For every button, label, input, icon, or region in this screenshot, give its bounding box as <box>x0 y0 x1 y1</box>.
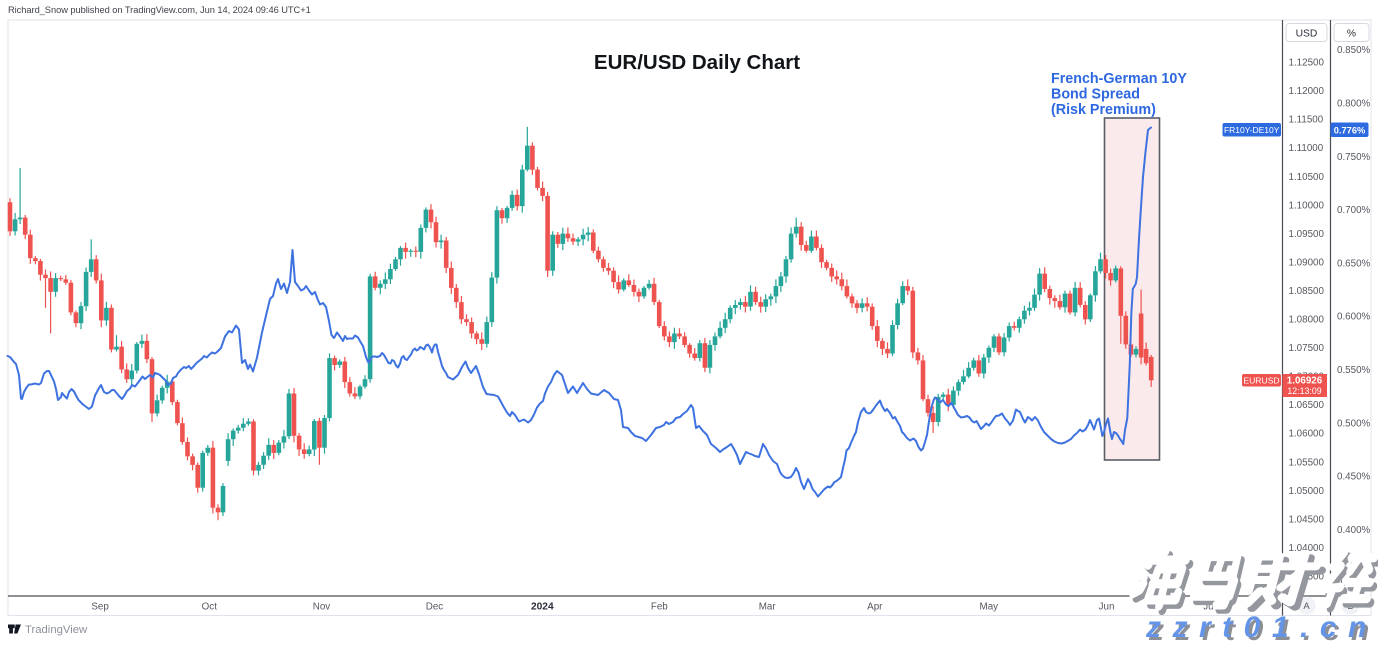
svg-text:%: % <box>1347 29 1356 40</box>
svg-text:Mar: Mar <box>759 602 777 613</box>
svg-text:1.09000: 1.09000 <box>1289 257 1325 268</box>
svg-text:French-German 10Y: French-German 10Y <box>1051 71 1187 87</box>
svg-text:1.09500: 1.09500 <box>1289 229 1325 240</box>
svg-text:0.550%: 0.550% <box>1337 365 1371 376</box>
svg-text:1.08500: 1.08500 <box>1289 286 1325 297</box>
svg-text:Bond Spread: Bond Spread <box>1051 87 1140 103</box>
svg-text:zzrt01.cn: zzrt01.cn <box>1148 614 1378 643</box>
svg-text:2024: 2024 <box>531 602 554 613</box>
svg-text:12:13:09: 12:13:09 <box>1287 386 1321 396</box>
svg-text:0.750%: 0.750% <box>1337 152 1371 163</box>
svg-text:Apr: Apr <box>867 602 883 613</box>
svg-text:1.06500: 1.06500 <box>1289 400 1325 411</box>
svg-text:0.400%: 0.400% <box>1337 525 1371 536</box>
svg-text:0.850%: 0.850% <box>1337 45 1371 56</box>
svg-text:0.776%: 0.776% <box>1334 125 1366 135</box>
svg-text:1.11000: 1.11000 <box>1289 143 1324 154</box>
svg-text:1.04500: 1.04500 <box>1289 514 1325 525</box>
svg-text:Feb: Feb <box>651 602 668 613</box>
svg-text:zzrt01.cn: zzrt01.cn <box>1145 611 1378 643</box>
svg-text:0.500%: 0.500% <box>1337 418 1371 429</box>
svg-text:1.11500: 1.11500 <box>1289 115 1324 126</box>
svg-text:EUR/USD Daily Chart: EUR/USD Daily Chart <box>594 51 800 74</box>
svg-text:1.06000: 1.06000 <box>1289 429 1325 440</box>
svg-text:(Risk Premium): (Risk Premium) <box>1051 102 1156 118</box>
svg-text:0.600%: 0.600% <box>1337 312 1371 323</box>
svg-text:TradingView: TradingView <box>25 624 88 636</box>
svg-text:1.06926: 1.06926 <box>1287 376 1323 387</box>
svg-text:0.800%: 0.800% <box>1337 99 1371 110</box>
svg-text:Dec: Dec <box>426 602 444 613</box>
svg-text:FR10Y-DE10Y: FR10Y-DE10Y <box>1224 125 1280 135</box>
svg-text:1.05500: 1.05500 <box>1289 457 1325 468</box>
svg-text:Jun: Jun <box>1099 602 1115 613</box>
svg-text:1.08000: 1.08000 <box>1289 315 1325 326</box>
svg-text:USD: USD <box>1296 29 1318 40</box>
svg-text:Richard_Snow published on Trad: Richard_Snow published on TradingView.co… <box>8 5 311 15</box>
svg-text:May: May <box>980 602 999 613</box>
svg-text:1.04000: 1.04000 <box>1289 543 1325 554</box>
svg-text:Jul: Jul <box>1203 602 1216 613</box>
svg-text:Oct: Oct <box>202 602 218 613</box>
svg-text:1.12500: 1.12500 <box>1289 58 1325 69</box>
svg-text:1.07500: 1.07500 <box>1289 343 1325 354</box>
svg-text:0.700%: 0.700% <box>1337 205 1371 216</box>
svg-text:Sep: Sep <box>91 602 109 613</box>
svg-text:Nov: Nov <box>313 602 331 613</box>
svg-text:1.05000: 1.05000 <box>1289 486 1325 497</box>
svg-text:A: A <box>1303 601 1310 612</box>
svg-text:1.10500: 1.10500 <box>1289 172 1325 183</box>
svg-text:1.10000: 1.10000 <box>1289 200 1325 211</box>
svg-text:0.650%: 0.650% <box>1337 258 1371 269</box>
svg-text:EURUSD: EURUSD <box>1243 376 1279 386</box>
svg-text:1.12000: 1.12000 <box>1289 86 1325 97</box>
svg-text:0.450%: 0.450% <box>1337 472 1371 483</box>
